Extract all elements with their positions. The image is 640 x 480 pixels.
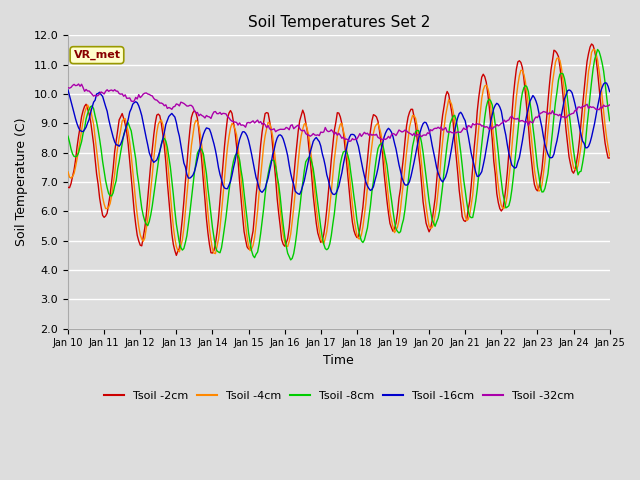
Title: Soil Temperatures Set 2: Soil Temperatures Set 2: [248, 15, 430, 30]
Text: VR_met: VR_met: [74, 50, 120, 60]
Legend: Tsoil -2cm, Tsoil -4cm, Tsoil -8cm, Tsoil -16cm, Tsoil -32cm: Tsoil -2cm, Tsoil -4cm, Tsoil -8cm, Tsoi…: [99, 386, 579, 405]
Y-axis label: Soil Temperature (C): Soil Temperature (C): [15, 118, 28, 246]
X-axis label: Time: Time: [323, 354, 354, 367]
